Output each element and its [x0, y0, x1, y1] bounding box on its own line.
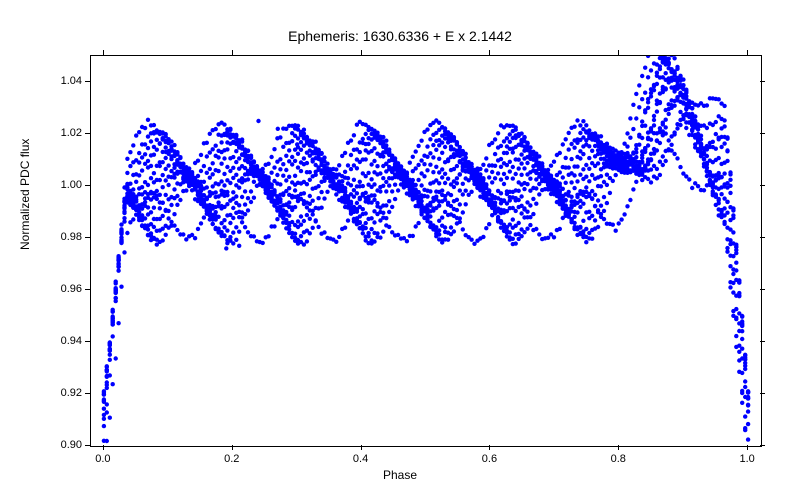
ytick-mark: [760, 133, 765, 134]
xtick-label: 0.0: [95, 453, 110, 465]
xtick-label: 0.2: [224, 453, 239, 465]
xtick-mark: [489, 50, 490, 55]
chart-title: Ephemeris: 1630.6336 + E x 2.1442: [0, 28, 800, 44]
ytick-mark: [760, 393, 765, 394]
chart-container: Ephemeris: 1630.6336 + E x 2.1442 Phase …: [0, 0, 800, 500]
ytick-label: 0.90: [50, 439, 82, 451]
ytick-mark: [85, 289, 90, 290]
xtick-mark: [232, 50, 233, 55]
y-axis-label: Normalized PDC flux: [18, 139, 32, 250]
xtick-mark: [103, 445, 104, 450]
xtick-mark: [747, 50, 748, 55]
xtick-mark: [361, 50, 362, 55]
ytick-mark: [760, 445, 765, 446]
ytick-mark: [85, 393, 90, 394]
xtick-mark: [489, 445, 490, 450]
ytick-mark: [760, 289, 765, 290]
plot-area: [90, 55, 762, 447]
xtick-mark: [232, 445, 233, 450]
xtick-mark: [618, 50, 619, 55]
ytick-mark: [85, 445, 90, 446]
ytick-mark: [85, 81, 90, 82]
xtick-label: 0.4: [353, 453, 368, 465]
ytick-mark: [760, 237, 765, 238]
xtick-label: 0.6: [482, 453, 497, 465]
ytick-label: 0.96: [50, 283, 82, 295]
xtick-mark: [618, 445, 619, 450]
ytick-mark: [85, 185, 90, 186]
xtick-label: 0.8: [611, 453, 626, 465]
ytick-label: 0.92: [50, 387, 82, 399]
ytick-label: 1.00: [50, 179, 82, 191]
ytick-mark: [85, 237, 90, 238]
ytick-mark: [760, 341, 765, 342]
scatter-layer: [91, 56, 761, 446]
xtick-label: 1.0: [739, 453, 754, 465]
ytick-mark: [85, 341, 90, 342]
ytick-mark: [85, 133, 90, 134]
ytick-label: 0.98: [50, 231, 82, 243]
x-axis-label: Phase: [0, 468, 800, 482]
ytick-mark: [760, 185, 765, 186]
xtick-mark: [361, 445, 362, 450]
ytick-label: 1.02: [50, 127, 82, 139]
ytick-label: 1.04: [50, 75, 82, 87]
xtick-mark: [747, 445, 748, 450]
ytick-label: 0.94: [50, 335, 82, 347]
xtick-mark: [103, 50, 104, 55]
ytick-mark: [760, 81, 765, 82]
